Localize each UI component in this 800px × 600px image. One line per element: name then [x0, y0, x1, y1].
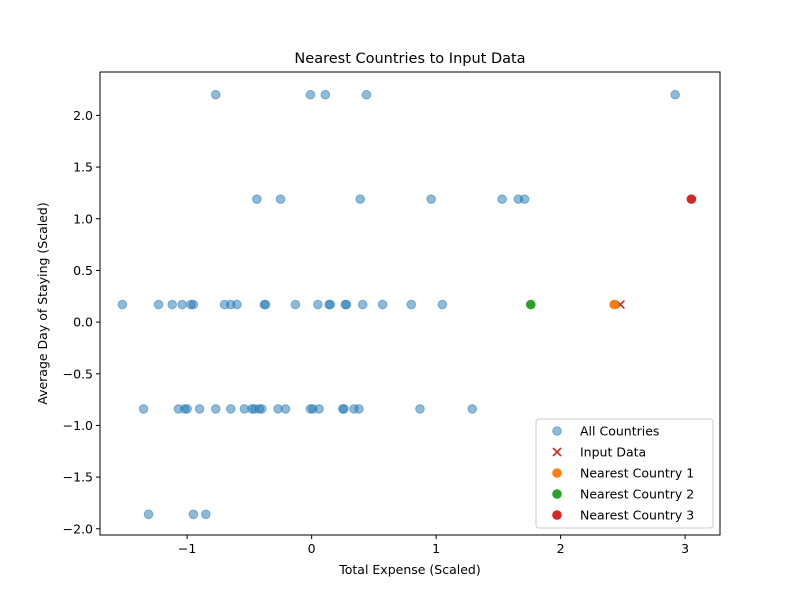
legend-label: All Countries: [580, 424, 659, 439]
all-countries-point: [415, 404, 425, 414]
all-countries-point: [437, 299, 448, 310]
nearest-country-3-point: [686, 194, 697, 204]
y-tick-label: −1.5: [63, 470, 93, 485]
all-countries-point: [406, 299, 417, 310]
all-countries-point: [290, 299, 301, 310]
all-countries-point: [232, 299, 242, 310]
all-countries-point: [361, 89, 372, 100]
legend-marker: [552, 426, 562, 436]
nearest-country-2-point: [525, 299, 536, 310]
all-countries-point: [426, 194, 436, 204]
all-countries-point: [497, 194, 507, 204]
y-tick-label: 0.0: [73, 315, 93, 330]
all-countries-point: [188, 299, 199, 310]
x-tick-label: −1: [178, 541, 196, 556]
y-tick-label: 2.0: [73, 108, 93, 123]
nearest-country-1-point: [609, 299, 619, 310]
plot-frame: [99, 71, 721, 536]
all-countries-point: [177, 299, 187, 310]
legend-marker: [552, 510, 562, 520]
all-countries-point: [314, 404, 324, 414]
all-countries-point: [467, 404, 478, 414]
all-countries-point: [313, 299, 323, 310]
y-axis-ticks: −2.0 −1.5 −1.0 −0.5 0.0 0.5 1.0 1.5 2.0: [63, 108, 100, 536]
all-countries-point: [670, 89, 680, 100]
all-countries-point: [260, 299, 271, 310]
x-axis-label: Total Expense (Scaled): [338, 562, 481, 577]
all-countries-point: [201, 509, 211, 520]
all-countries-point: [325, 299, 336, 310]
y-tick-label: 0.5: [73, 263, 93, 278]
all-countries-point: [188, 509, 199, 520]
all-countries-point: [153, 299, 164, 310]
all-countries-point: [355, 194, 366, 204]
all-countries-point: [275, 194, 286, 204]
all-countries-point: [341, 299, 352, 310]
x-tick-label: 0: [308, 541, 316, 556]
legend-label: Nearest Country 1: [580, 466, 694, 481]
all-countries-point: [339, 404, 349, 414]
y-tick-label: −1.0: [63, 418, 93, 433]
y-tick-label: −2.0: [63, 521, 93, 536]
all-countries-point: [519, 194, 530, 204]
x-tick-label: 3: [681, 541, 689, 556]
y-axis-label: Average Day of Staying (Scaled): [35, 202, 50, 405]
all-countries-point: [210, 89, 221, 100]
legend-box: [535, 418, 714, 529]
all-countries-point: [210, 404, 221, 414]
legend-marker: [552, 468, 562, 478]
all-countries-point: [143, 509, 154, 520]
all-countries-point: [320, 89, 331, 100]
chart-title: Nearest Countries to Input Data: [294, 51, 525, 67]
all-countries-point: [138, 404, 149, 414]
x-axis-ticks: −1 0 1 2 3: [178, 535, 689, 556]
legend-label: Nearest Country 2: [580, 487, 694, 502]
legend-label: Nearest Country 3: [580, 508, 694, 523]
x-tick-label: 2: [557, 541, 565, 556]
all-countries-point: [252, 194, 262, 204]
all-countries-point: [357, 299, 368, 310]
all-countries-point: [305, 89, 316, 100]
y-tick-label: 1.5: [73, 160, 93, 175]
legend-marker: [552, 489, 562, 499]
all-countries-point: [377, 299, 388, 310]
all-countries-point: [182, 404, 192, 414]
legend-marker: [552, 447, 562, 457]
all-countries-point: [117, 299, 128, 310]
y-tick-label: −0.5: [63, 366, 93, 381]
all-countries-point: [167, 299, 178, 310]
legend: All Countries Input Data Nearest Country 1…: [535, 418, 714, 529]
all-countries-point: [257, 404, 267, 414]
plot-points: [117, 89, 697, 520]
all-countries-point: [354, 404, 364, 414]
all-countries-point: [194, 404, 205, 414]
all-countries-point: [225, 404, 236, 414]
all-countries-point: [280, 404, 291, 414]
x-tick-label: 1: [432, 541, 440, 556]
legend-label: Input Data: [580, 445, 646, 460]
y-tick-label: 1.0: [73, 211, 93, 226]
